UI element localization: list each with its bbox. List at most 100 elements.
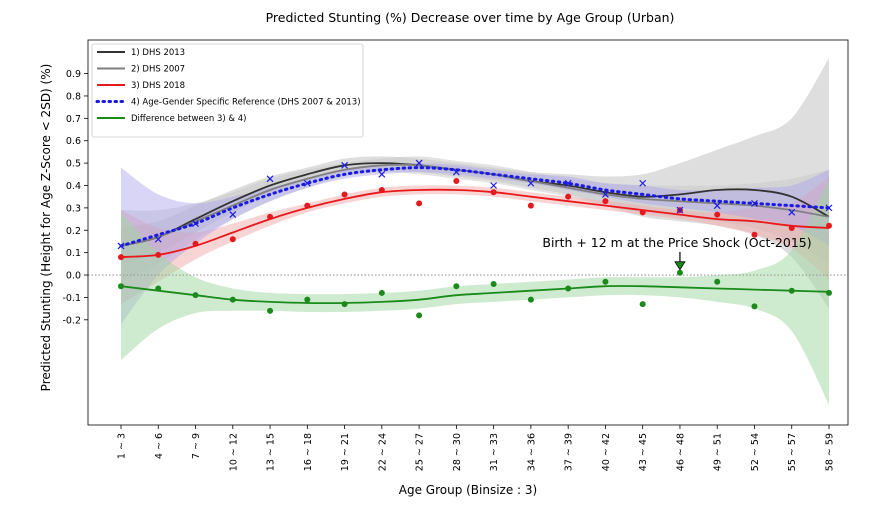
series-5-point	[304, 296, 311, 303]
x-mark-stroke	[601, 191, 609, 198]
y-axis-ticks: -0.2 -0.1 0.0 0.1 0.2 0.3 0.4 0.5 0.6 0.7 0.8 0.9	[62, 69, 88, 326]
y-tick-label: 0.3	[66, 203, 81, 214]
annotation-text: Birth + 12 m at the Price Shock (Oct-201…	[542, 235, 811, 250]
series-4-point	[117, 242, 125, 250]
series-5-point	[378, 289, 385, 296]
band-2	[121, 156, 829, 282]
x-tick-label: 37 ~ 39	[564, 433, 575, 471]
x-tick-label: 49 ~ 51	[713, 433, 724, 471]
series-5-point	[602, 278, 609, 285]
y-tick-label: -0.1	[62, 293, 81, 304]
x-mark-stroke	[639, 179, 647, 187]
band-3	[121, 176, 829, 305]
x-tick-label: 7 ~ 9	[191, 433, 202, 459]
series-5-point	[341, 301, 348, 308]
series-5-point	[751, 303, 758, 310]
x-tick-label: 1 ~ 3	[117, 433, 128, 459]
series-4-point	[266, 175, 274, 183]
y-tick-label: 0.5	[66, 159, 81, 170]
series-4-point	[676, 206, 684, 214]
x-tick-label: 55 ~ 57	[787, 433, 798, 471]
series-5-point	[118, 283, 124, 290]
series-3-point	[788, 225, 795, 232]
series-4-point	[154, 235, 162, 243]
series-5-point	[714, 278, 721, 285]
series-curves	[119, 162, 831, 305]
x-tick-label: 10 ~ 12	[228, 433, 239, 471]
legend-entry-5: Difference between 3) & 4)	[131, 114, 246, 124]
series-5-point	[490, 280, 497, 287]
series-4-point	[527, 179, 535, 187]
plot-frame	[87, 39, 849, 426]
series-3-point	[378, 186, 385, 193]
series-line-5	[120, 285, 830, 305]
series-3-point	[527, 202, 534, 209]
y-tick-label: -0.2	[62, 315, 81, 326]
series-3-point	[751, 231, 758, 238]
annotation-arrow-head	[674, 261, 686, 271]
legend-entry-1: 1) DHS 2013	[131, 48, 185, 58]
x-tick-label: 52 ~ 54	[750, 433, 761, 471]
x-mark-stroke	[229, 211, 237, 219]
series-3-point	[155, 251, 162, 258]
x-mark-stroke	[303, 179, 311, 187]
series-3-point	[565, 193, 572, 200]
series-5-point	[527, 296, 534, 303]
series-5-point	[565, 285, 572, 292]
y-tick-label: 0.9	[66, 69, 81, 80]
y-tick-label: 0.7	[66, 114, 81, 125]
y-tick-label: 0.8	[66, 91, 81, 102]
series-3-point	[267, 213, 274, 220]
series-4-point	[341, 161, 349, 169]
x-mark-stroke	[788, 208, 796, 216]
series-4-point	[713, 202, 721, 210]
x-tick-label: 13 ~ 15	[266, 433, 277, 471]
x-tick-label: 28 ~ 30	[452, 433, 463, 471]
x-tick-label: 4 ~ 6	[154, 433, 165, 459]
series-4-point	[564, 179, 572, 187]
series-line-3	[120, 188, 830, 258]
y-tick-label: 0.0	[66, 271, 81, 282]
series-3-point	[714, 211, 721, 218]
series-5-point	[639, 301, 646, 308]
x-mark-stroke	[564, 179, 572, 187]
x-tick-label: 25 ~ 27	[415, 433, 426, 471]
x-mark-stroke	[452, 168, 460, 176]
x-tick-label: 43 ~ 45	[638, 433, 649, 471]
series-4-point	[490, 182, 498, 189]
y-tick-label: 0.6	[66, 136, 81, 147]
x-mark-stroke	[192, 220, 199, 227]
series-5-point	[192, 292, 199, 299]
x-mark-stroke	[527, 179, 535, 187]
band-4	[121, 163, 829, 325]
series-3-point	[341, 191, 348, 198]
x-mark-stroke	[415, 159, 423, 167]
series-3-point	[118, 254, 124, 261]
series-3-point	[639, 209, 646, 216]
x-tick-label: 19 ~ 21	[340, 433, 351, 471]
x-mark-stroke	[117, 242, 125, 250]
series-3-point	[453, 178, 460, 185]
confidence-bands	[121, 57, 829, 405]
series-5-point	[267, 307, 274, 314]
series-5-point	[788, 287, 795, 294]
series-3-point	[229, 236, 236, 243]
series-5-point	[416, 312, 423, 319]
x-mark-stroke	[490, 182, 498, 189]
x-axis-ticks: 1 ~ 3 4 ~ 6 7 ~ 9 10 ~ 12 13 ~ 15 16 ~ 18 19 ~…	[117, 425, 836, 471]
x-tick-label: 46 ~ 48	[675, 433, 686, 471]
x-mark-stroke	[154, 235, 162, 243]
legend-entry-3: 3) DHS 2018	[131, 81, 185, 91]
series-4-point	[415, 159, 423, 167]
x-tick-label: 31 ~ 33	[489, 433, 500, 471]
x-mark-stroke	[378, 170, 386, 178]
x-tick-label: 40 ~ 42	[601, 433, 612, 471]
x-mark-stroke	[751, 199, 758, 207]
series-3-point	[192, 240, 199, 247]
series-5-point	[676, 269, 683, 276]
series-5-point	[453, 283, 460, 290]
series-4-point	[378, 170, 386, 178]
x-tick-label: 58 ~ 59	[825, 433, 836, 471]
chart-title: Predicted Stunting (%) Decrease over tim…	[266, 10, 675, 25]
